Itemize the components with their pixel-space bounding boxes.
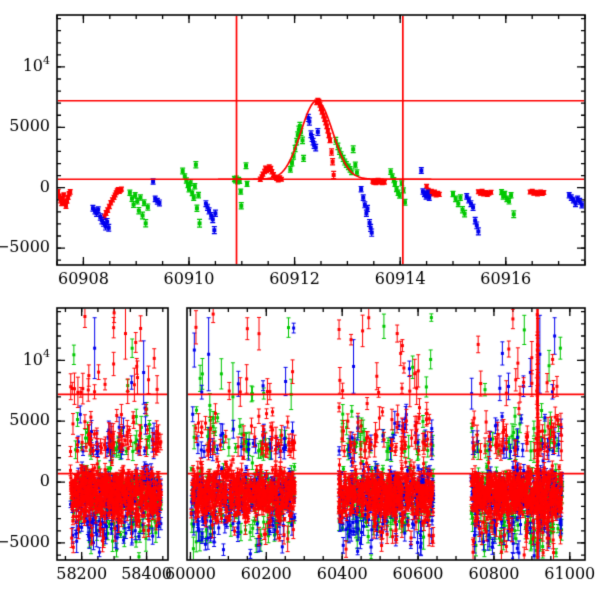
lightcurve-figure	[0, 0, 600, 600]
lightcurve-canvas	[0, 0, 600, 600]
